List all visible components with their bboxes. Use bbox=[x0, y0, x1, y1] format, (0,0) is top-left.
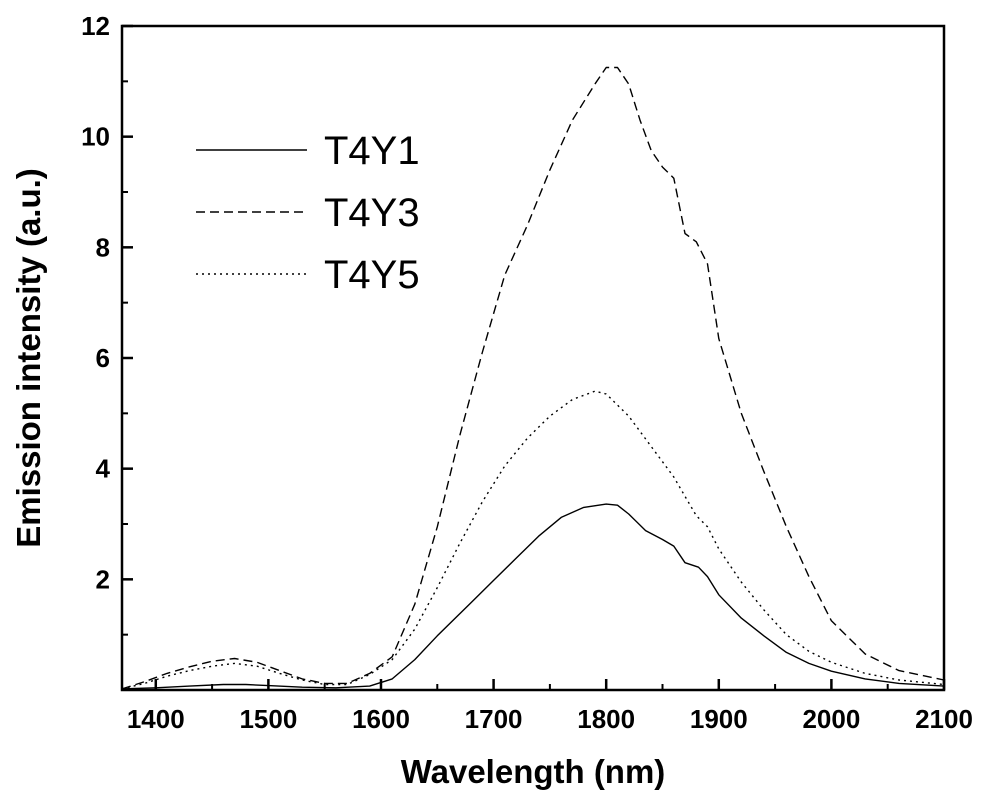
y-tick-label: 2 bbox=[96, 564, 110, 594]
x-tick-label: 2000 bbox=[802, 704, 860, 734]
x-tick-label: 1400 bbox=[127, 704, 185, 734]
series-line-t4y1 bbox=[121, 503, 945, 690]
x-tick-label: 2100 bbox=[915, 704, 973, 734]
x-tick-label: 1600 bbox=[352, 704, 410, 734]
y-tick-label: 4 bbox=[96, 454, 111, 484]
legend-label: T4Y1 bbox=[324, 129, 420, 173]
series-layer bbox=[121, 66, 945, 690]
x-tick-label: 1500 bbox=[239, 704, 297, 734]
legend-label: T4Y5 bbox=[324, 253, 420, 297]
y-tick-label: 6 bbox=[96, 343, 110, 373]
legend: T4Y1 T4Y3 T4Y5 bbox=[196, 129, 420, 297]
series-line-t4y5 bbox=[121, 390, 945, 690]
x-tick-label: 1900 bbox=[690, 704, 748, 734]
x-axis-title: Wavelength (nm) bbox=[401, 753, 666, 790]
series-line-t4y3 bbox=[121, 66, 945, 690]
legend-label: T4Y3 bbox=[324, 191, 420, 235]
plot-frame bbox=[120, 24, 946, 692]
y-axis: 2 4 6 8 10 12 bbox=[81, 11, 133, 636]
x-tick-label: 1800 bbox=[577, 704, 635, 734]
x-axis: 1400 1500 1600 1700 1800 1900 2000 2100 bbox=[127, 679, 973, 734]
y-tick-label: 10 bbox=[81, 122, 110, 152]
y-tick-label: 12 bbox=[81, 11, 110, 41]
y-axis-title: Emission intensity (a.u.) bbox=[10, 168, 47, 548]
y-tick-label: 8 bbox=[96, 232, 110, 262]
x-tick-label: 1700 bbox=[465, 704, 523, 734]
